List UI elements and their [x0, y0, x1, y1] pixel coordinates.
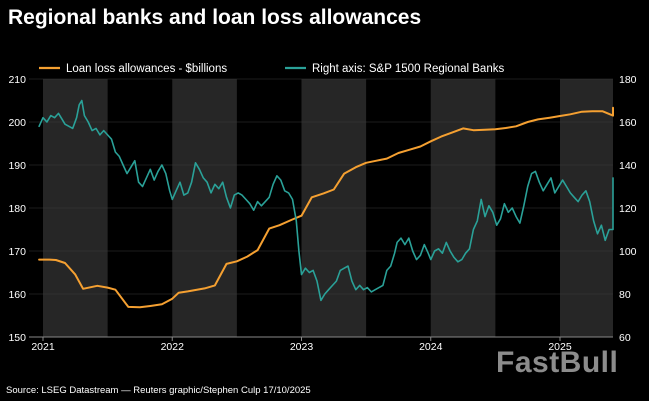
y-axis-right-ticks: 60 80 100 120 140 160 180 [619, 74, 637, 344]
y-axis-left-ticks: 150 160 170 180 190 200 210 [8, 74, 26, 344]
legend-label-regional-banks: Right axis: S&P 1500 Regional Banks [312, 63, 504, 75]
y-right-tick-label: 160 [619, 117, 637, 129]
y-right-tick-label: 140 [619, 160, 637, 172]
y-right-tick-label: 180 [619, 74, 637, 86]
x-tick-label: 2021 [31, 341, 55, 353]
x-tick-label: 2022 [161, 341, 185, 353]
y-left-tick-label: 170 [8, 246, 26, 258]
series-line-regional-banks [38, 99, 614, 302]
y-left-tick-label: 150 [8, 332, 26, 344]
y-left-tick-label: 160 [8, 289, 26, 301]
x-tick-label: 2023 [290, 341, 314, 353]
legend: Loan loss allowances - $billions Right a… [39, 63, 504, 75]
y-right-tick-label: 100 [619, 246, 637, 258]
x-tick-label: 2025 [548, 341, 572, 353]
y-right-tick-label: 60 [619, 332, 631, 344]
y-left-tick-label: 180 [8, 203, 26, 215]
source-caption: Source: LSEG Datastream — Reuters graphi… [6, 385, 311, 396]
series-line-loan-loss-allowances [38, 106, 614, 309]
x-tick-label: 2024 [419, 341, 443, 353]
y-left-tick-label: 210 [8, 74, 26, 86]
x-axis-ticks: 2021 2022 2023 2024 2025 [31, 337, 572, 353]
y-right-tick-label: 120 [619, 203, 637, 215]
y-right-tick-label: 80 [619, 289, 631, 301]
watermark: FastBull [496, 346, 619, 379]
legend-label-allowances: Loan loss allowances - $billions [66, 63, 227, 75]
chart-title: Regional banks and loan loss allowances [8, 6, 422, 29]
series-lines [38, 99, 614, 309]
y-left-tick-label: 200 [8, 117, 26, 129]
y-left-tick-label: 190 [8, 160, 26, 172]
